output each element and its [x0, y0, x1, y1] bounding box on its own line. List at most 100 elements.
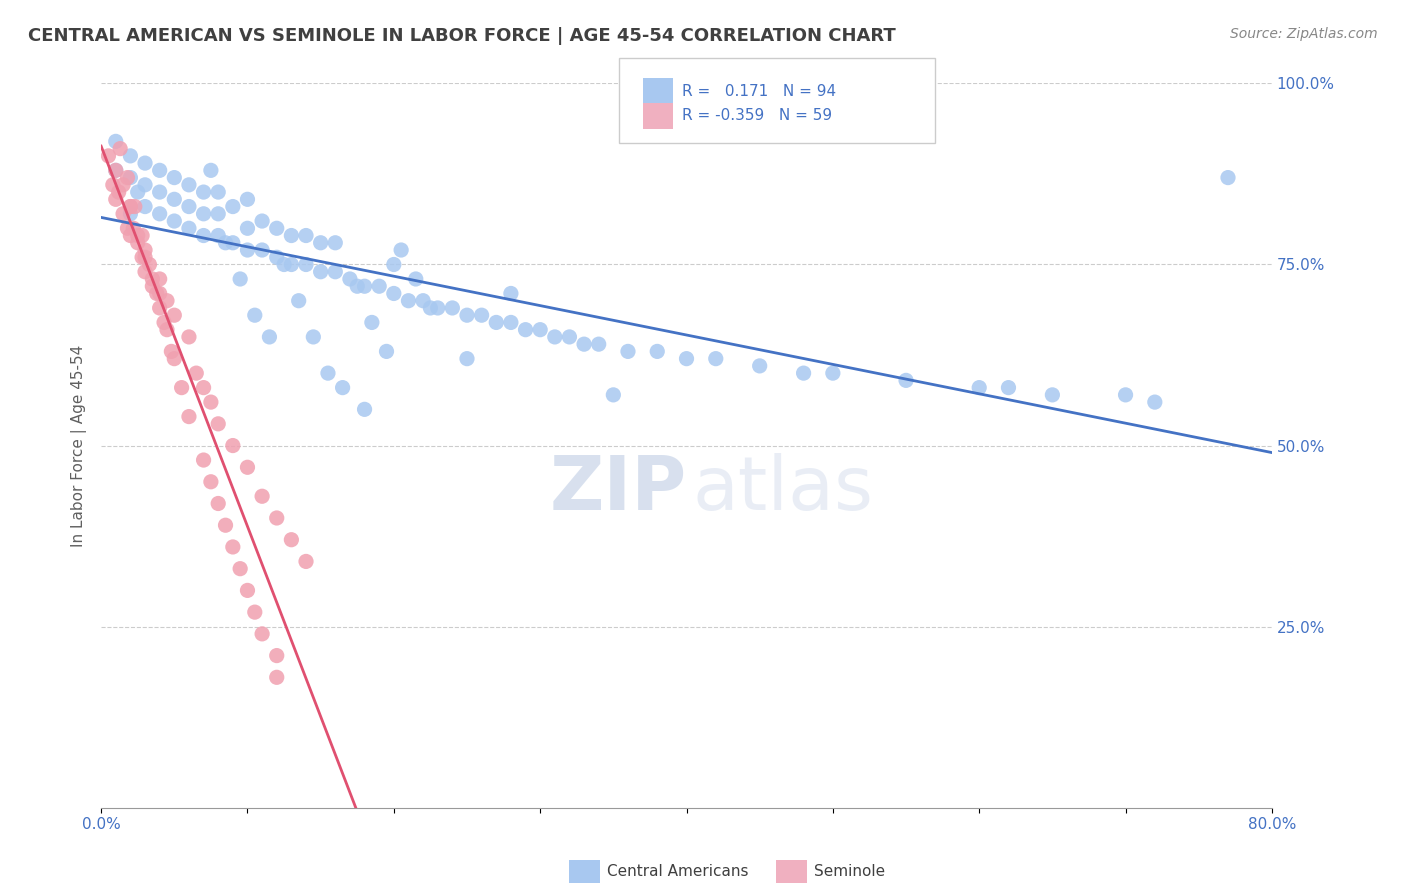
Point — [250, 243, 273, 257]
Point — [117, 170, 139, 185]
Point — [134, 178, 156, 192]
Point — [339, 272, 361, 286]
Point — [160, 344, 183, 359]
Point — [107, 185, 129, 199]
Point — [1216, 170, 1239, 185]
Point — [149, 272, 172, 286]
Point — [177, 330, 200, 344]
Point — [200, 395, 222, 409]
Point — [485, 315, 508, 329]
Point — [382, 258, 405, 272]
Text: Seminole: Seminole — [814, 864, 886, 879]
Point — [353, 402, 375, 417]
Point — [515, 323, 537, 337]
Point — [558, 330, 581, 344]
Point — [207, 185, 229, 199]
Point — [149, 301, 172, 315]
Point — [104, 192, 127, 206]
Point — [177, 409, 200, 424]
Point — [163, 170, 186, 185]
Point — [456, 308, 478, 322]
Point — [104, 163, 127, 178]
Text: ZIP: ZIP — [550, 452, 686, 525]
Point — [398, 293, 420, 308]
Text: R = -0.359   N = 59: R = -0.359 N = 59 — [682, 109, 832, 123]
Point — [134, 156, 156, 170]
Point — [104, 163, 127, 178]
Point — [323, 235, 346, 250]
Point — [389, 243, 412, 257]
Point — [141, 279, 163, 293]
Point — [120, 228, 142, 243]
Point — [134, 265, 156, 279]
Point — [793, 366, 815, 380]
Point — [250, 627, 273, 641]
Point — [266, 670, 288, 684]
Point — [236, 460, 259, 475]
Point — [101, 178, 124, 192]
Point — [250, 214, 273, 228]
Point — [122, 221, 145, 235]
Point — [120, 149, 142, 163]
Point — [200, 163, 222, 178]
Point — [193, 228, 215, 243]
Point — [821, 366, 844, 380]
Point — [112, 207, 135, 221]
Point — [323, 265, 346, 279]
Point — [108, 142, 131, 156]
Point — [138, 258, 160, 272]
Point — [207, 207, 229, 221]
Point — [309, 265, 332, 279]
Point — [617, 344, 640, 359]
Point — [529, 323, 551, 337]
Text: R =   0.171   N = 94: R = 0.171 N = 94 — [682, 85, 837, 99]
Point — [222, 439, 245, 453]
Point — [97, 149, 120, 163]
Point — [149, 163, 172, 178]
Point — [207, 228, 229, 243]
Point — [186, 366, 208, 380]
Point — [266, 511, 288, 525]
Point — [273, 258, 295, 272]
Point — [287, 293, 309, 308]
Point — [456, 351, 478, 366]
Point — [120, 200, 142, 214]
Point — [266, 250, 288, 264]
Point — [499, 286, 522, 301]
Point — [127, 185, 149, 199]
Point — [675, 351, 697, 366]
Text: Central Americans: Central Americans — [607, 864, 749, 879]
Point — [120, 200, 142, 214]
Point — [997, 381, 1019, 395]
Point — [229, 562, 252, 576]
Point — [419, 301, 441, 315]
Point — [295, 554, 318, 568]
Point — [222, 200, 245, 214]
Point — [163, 351, 186, 366]
Point — [177, 178, 200, 192]
Point — [236, 192, 259, 206]
Point — [243, 308, 266, 322]
Point — [572, 337, 595, 351]
Point — [149, 185, 172, 199]
Point — [368, 279, 391, 293]
Point — [214, 518, 236, 533]
Point — [134, 250, 156, 264]
Point — [163, 308, 186, 322]
Point — [153, 315, 176, 329]
Point — [266, 648, 288, 663]
Point — [894, 373, 917, 387]
Point — [127, 228, 149, 243]
Point — [163, 214, 186, 228]
Point — [145, 286, 167, 301]
Point — [302, 330, 325, 344]
Point — [236, 583, 259, 598]
Point — [704, 351, 727, 366]
Text: Source: ZipAtlas.com: Source: ZipAtlas.com — [1230, 27, 1378, 41]
Point — [193, 453, 215, 467]
Point — [382, 286, 405, 301]
Text: CENTRAL AMERICAN VS SEMINOLE IN LABOR FORCE | AGE 45-54 CORRELATION CHART: CENTRAL AMERICAN VS SEMINOLE IN LABOR FO… — [28, 27, 896, 45]
Point — [645, 344, 668, 359]
Point — [120, 170, 142, 185]
Point — [120, 207, 142, 221]
